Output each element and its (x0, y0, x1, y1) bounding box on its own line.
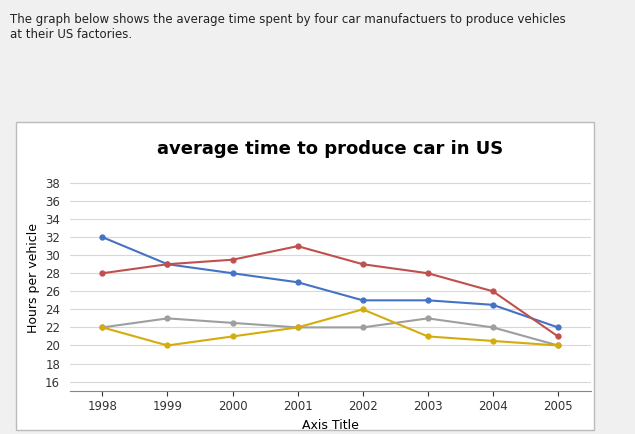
General Motor (359, 298, 366, 303)
Honda (554, 343, 562, 348)
Ford (294, 243, 302, 249)
Honda (489, 339, 497, 344)
Line: General Motor: General Motor (100, 235, 561, 330)
Honda (164, 343, 171, 348)
Line: Ford: Ford (100, 244, 561, 339)
Ford (164, 262, 171, 267)
Line: Honda: Honda (100, 307, 561, 348)
Honda (98, 325, 106, 330)
Ford (424, 271, 432, 276)
Toyota (489, 325, 497, 330)
General Motor (229, 271, 236, 276)
Toyota (424, 316, 432, 321)
Honda (359, 307, 366, 312)
Honda (424, 334, 432, 339)
Title: average time to produce car in US: average time to produce car in US (157, 140, 504, 158)
Toyota (98, 325, 106, 330)
Text: The graph below shows the average time spent by four car manufactuers to produce: The graph below shows the average time s… (10, 13, 565, 41)
Ford (489, 289, 497, 294)
Y-axis label: Hours per vehicle: Hours per vehicle (27, 223, 39, 333)
X-axis label: Axis Title: Axis Title (302, 419, 359, 432)
General Motor (164, 262, 171, 267)
Toyota (359, 325, 366, 330)
Honda (229, 334, 236, 339)
General Motor (554, 325, 562, 330)
General Motor (489, 302, 497, 307)
Line: Toyota: Toyota (100, 316, 561, 348)
Ford (554, 334, 562, 339)
Toyota (294, 325, 302, 330)
Honda (294, 325, 302, 330)
General Motor (98, 234, 106, 240)
Toyota (164, 316, 171, 321)
Ford (359, 262, 366, 267)
Toyota (229, 320, 236, 326)
General Motor (294, 279, 302, 285)
Ford (98, 271, 106, 276)
General Motor (424, 298, 432, 303)
Ford (229, 257, 236, 262)
Toyota (554, 343, 562, 348)
